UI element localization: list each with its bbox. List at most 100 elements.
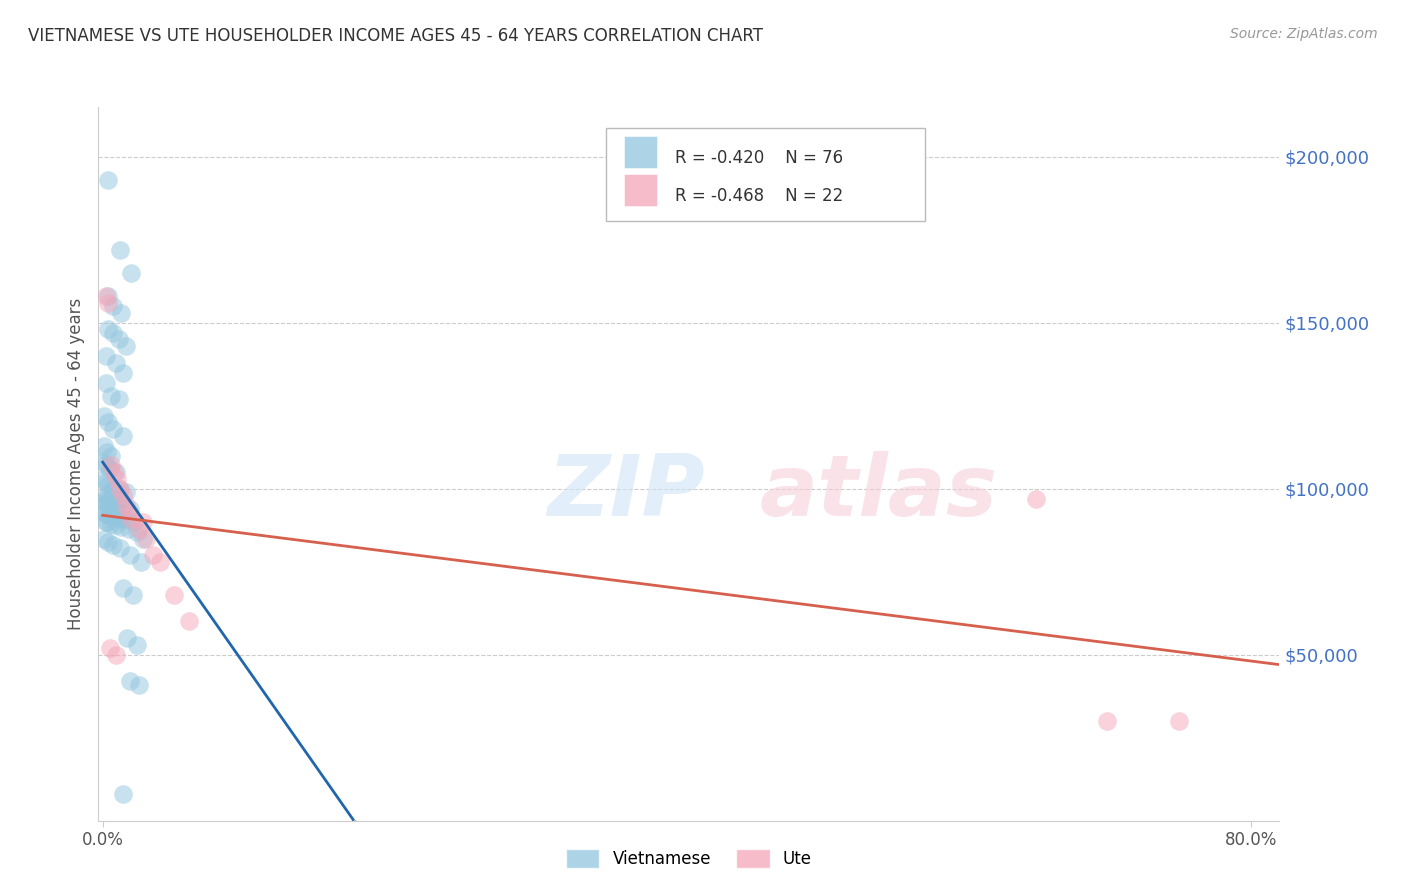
Point bbox=[94, 475, 117, 489]
Point bbox=[100, 458, 122, 473]
Text: R = -0.468    N = 22: R = -0.468 N = 22 bbox=[675, 186, 844, 204]
Point bbox=[93, 439, 115, 453]
Point bbox=[110, 493, 132, 508]
Point bbox=[93, 532, 115, 546]
Point bbox=[97, 415, 120, 429]
Point bbox=[101, 326, 124, 340]
Point bbox=[149, 555, 172, 569]
Point bbox=[111, 488, 134, 502]
Point bbox=[111, 582, 134, 596]
Point bbox=[1168, 714, 1191, 728]
Point bbox=[120, 511, 142, 525]
Point bbox=[100, 449, 122, 463]
Point bbox=[131, 555, 153, 569]
Point bbox=[97, 534, 120, 549]
Point bbox=[93, 409, 115, 423]
Point bbox=[98, 462, 121, 476]
Text: Source: ZipAtlas.com: Source: ZipAtlas.com bbox=[1230, 27, 1378, 41]
Point bbox=[93, 505, 115, 519]
Point bbox=[107, 482, 129, 496]
Point bbox=[1097, 714, 1119, 728]
Point bbox=[163, 588, 186, 602]
Point bbox=[100, 508, 122, 523]
Point bbox=[127, 638, 149, 652]
Bar bbox=[624, 136, 657, 168]
Point bbox=[94, 458, 117, 473]
Legend: Vietnamese, Ute: Vietnamese, Ute bbox=[561, 844, 817, 873]
Point bbox=[177, 615, 200, 629]
Point bbox=[100, 389, 122, 403]
Point bbox=[104, 356, 127, 370]
Point bbox=[117, 505, 139, 519]
Point bbox=[121, 588, 143, 602]
Point bbox=[94, 488, 117, 502]
Text: VIETNAMESE VS UTE HOUSEHOLDER INCOME AGES 45 - 64 YEARS CORRELATION CHART: VIETNAMESE VS UTE HOUSEHOLDER INCOME AGE… bbox=[28, 27, 763, 45]
Point bbox=[101, 422, 124, 436]
Point bbox=[94, 349, 117, 363]
Point bbox=[118, 501, 141, 516]
Point bbox=[135, 532, 157, 546]
Text: ZIP: ZIP bbox=[547, 450, 704, 534]
Point bbox=[101, 538, 124, 552]
Bar bbox=[606, 128, 925, 221]
Point bbox=[104, 510, 127, 524]
Point bbox=[124, 515, 146, 529]
Point bbox=[103, 465, 125, 479]
Point bbox=[97, 289, 120, 303]
Point bbox=[142, 548, 165, 562]
Point bbox=[132, 532, 155, 546]
Point bbox=[94, 376, 117, 390]
Point bbox=[94, 496, 117, 510]
Point bbox=[93, 455, 115, 469]
Point bbox=[93, 472, 115, 486]
Point bbox=[97, 497, 120, 511]
Point bbox=[94, 515, 117, 529]
Point bbox=[97, 478, 120, 492]
Point bbox=[101, 499, 124, 513]
Point bbox=[110, 520, 132, 534]
Point bbox=[114, 499, 136, 513]
Point bbox=[104, 465, 127, 479]
Point bbox=[108, 541, 131, 556]
Point bbox=[118, 548, 141, 562]
Point bbox=[107, 332, 129, 346]
Point bbox=[108, 511, 131, 525]
Point bbox=[110, 306, 132, 320]
Y-axis label: Householder Income Ages 45 - 64 years: Householder Income Ages 45 - 64 years bbox=[67, 298, 86, 630]
Point bbox=[104, 648, 127, 662]
Point bbox=[100, 516, 122, 531]
Point bbox=[97, 173, 120, 187]
Point bbox=[93, 495, 115, 509]
Point bbox=[108, 482, 131, 496]
Point bbox=[101, 299, 124, 313]
Point bbox=[107, 392, 129, 406]
Bar bbox=[624, 174, 657, 205]
Point bbox=[111, 366, 134, 380]
Point bbox=[120, 266, 142, 280]
Point bbox=[128, 522, 150, 536]
Point bbox=[96, 507, 118, 521]
Point bbox=[104, 491, 127, 506]
Point bbox=[114, 511, 136, 525]
Point bbox=[114, 485, 136, 500]
Point bbox=[97, 508, 120, 523]
Point bbox=[128, 677, 150, 691]
Text: R = -0.420    N = 76: R = -0.420 N = 76 bbox=[675, 149, 842, 167]
Point bbox=[105, 472, 128, 486]
Point bbox=[104, 518, 127, 533]
Point bbox=[111, 787, 134, 801]
Point bbox=[100, 491, 122, 506]
Point bbox=[96, 445, 118, 459]
Text: atlas: atlas bbox=[759, 450, 998, 534]
Point bbox=[108, 243, 131, 257]
Point bbox=[118, 674, 141, 689]
Point bbox=[115, 631, 138, 645]
Point bbox=[1024, 491, 1046, 506]
Point bbox=[97, 322, 120, 336]
Point bbox=[127, 524, 149, 539]
Point bbox=[105, 499, 128, 513]
Point bbox=[132, 515, 155, 529]
Point bbox=[114, 339, 136, 353]
Point bbox=[98, 641, 121, 656]
Point bbox=[111, 500, 134, 514]
